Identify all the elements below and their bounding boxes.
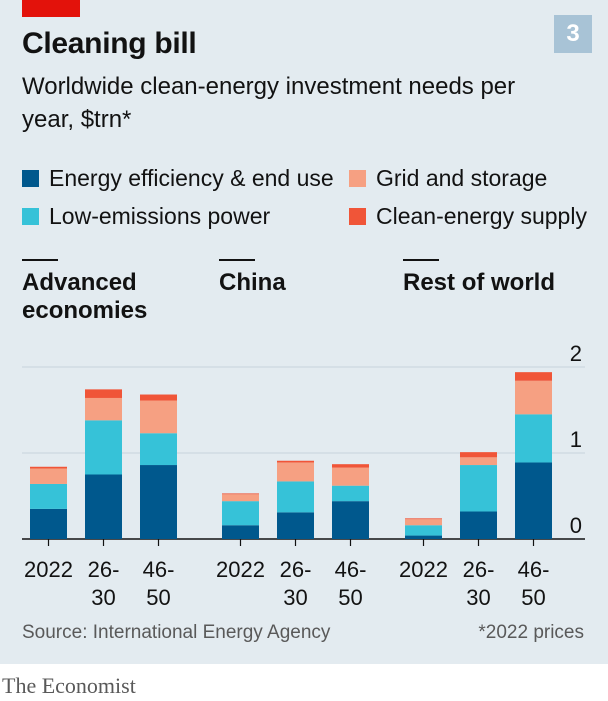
legend-item-grid-storage: Grid and storage [349,163,547,193]
y-tick-label: 2 [570,341,582,366]
bar-segment [222,501,259,526]
bar-segment [140,433,177,466]
x-tick-label: 26- [280,557,312,582]
bar-segment [85,389,122,398]
x-tick-label: 30 [283,585,307,610]
y-tick-label: 1 [570,427,582,452]
bar-segment [85,397,122,421]
bar-segment [85,420,122,475]
bar-segment [332,485,369,502]
group-title-china: China [219,269,286,296]
x-tick-label: 2022 [216,557,265,582]
bar-segment [405,525,442,536]
bar-segment [460,511,497,539]
legend-item-energy-efficiency: Energy efficiency & end use [22,163,334,193]
legend-swatch [22,169,39,187]
legend-item-low-emissions-power: Low-emissions power [22,201,270,231]
bar-segment [405,535,442,539]
x-tick-label: 26- [88,557,120,582]
group-title-rest-of-world: Rest of world [403,269,556,296]
economist-wordmark: The Economist [2,673,136,698]
x-tick-label: 46- [143,557,175,582]
x-tick-label: 2022 [399,557,448,582]
group-rule-rest [403,259,439,261]
bar-segment [277,462,314,482]
bar-segment [140,465,177,539]
bar-segment [30,483,67,509]
bar-segment [405,518,442,520]
footnote: *2022 prices [478,622,584,643]
chart-panel [0,0,608,664]
bar-segment [460,452,497,458]
chart-subtitle: Worldwide clean-energy investment needs … [22,73,516,133]
bar-segment [222,494,259,502]
bar-segment [30,468,67,484]
bar-segment [515,372,552,381]
legend-swatch [349,207,366,225]
x-tick-label: 50 [521,585,545,610]
bar-segment [222,493,259,495]
bar-segment [515,380,552,415]
chart-number-badge: 3 [554,15,592,53]
bar-segment [515,414,552,463]
bar-segment [140,400,177,434]
bar-segment [277,481,314,513]
bar-segment [460,457,497,466]
legend-item-clean-energy-supply: Clean-energy supply [349,201,587,231]
bar-segment [277,512,314,539]
source-note: Source: International Energy Agency [22,622,331,643]
x-tick-label: 46- [335,557,367,582]
bar-segment [515,462,552,539]
legend-swatch [349,169,366,187]
legend-label: Grid and storage [376,164,548,191]
bar-segment [332,464,369,468]
bar-segment [140,394,177,401]
bar-segment [30,466,67,469]
legend-label: Low-emissions power [49,202,271,229]
x-tick-label: 50 [146,585,170,610]
bar-segment [332,467,369,486]
group-rule-advanced [22,259,58,261]
bar-segment [332,501,369,539]
legend-label: Energy efficiency & end use [49,164,334,191]
x-tick-label: 30 [91,585,115,610]
group-title-advanced-economies: Advanced economies [22,269,148,324]
legend-swatch [22,207,39,225]
bar-segment [85,474,122,539]
bar-segment [30,508,67,539]
brand-red-tab [22,0,80,17]
bar-segment [222,525,259,539]
x-tick-label: 26- [463,557,495,582]
bar-segment [460,465,497,512]
y-tick-label: 0 [570,513,582,538]
x-tick-label: 2022 [24,557,73,582]
stacked-bar-plot: 0 1 2 2022 26- 30 46- 50 2022 26- 30 46- 50 2022 26- 30… [22,341,585,610]
chart-title: Cleaning bill [22,27,197,60]
x-tick-label: 50 [338,585,362,610]
bar-segment [277,460,314,463]
bar-segment [405,519,442,526]
group-rule-china [219,259,255,261]
legend-label: Clean-energy supply [376,202,587,229]
x-tick-label: 46- [518,557,550,582]
x-tick-label: 30 [466,585,490,610]
